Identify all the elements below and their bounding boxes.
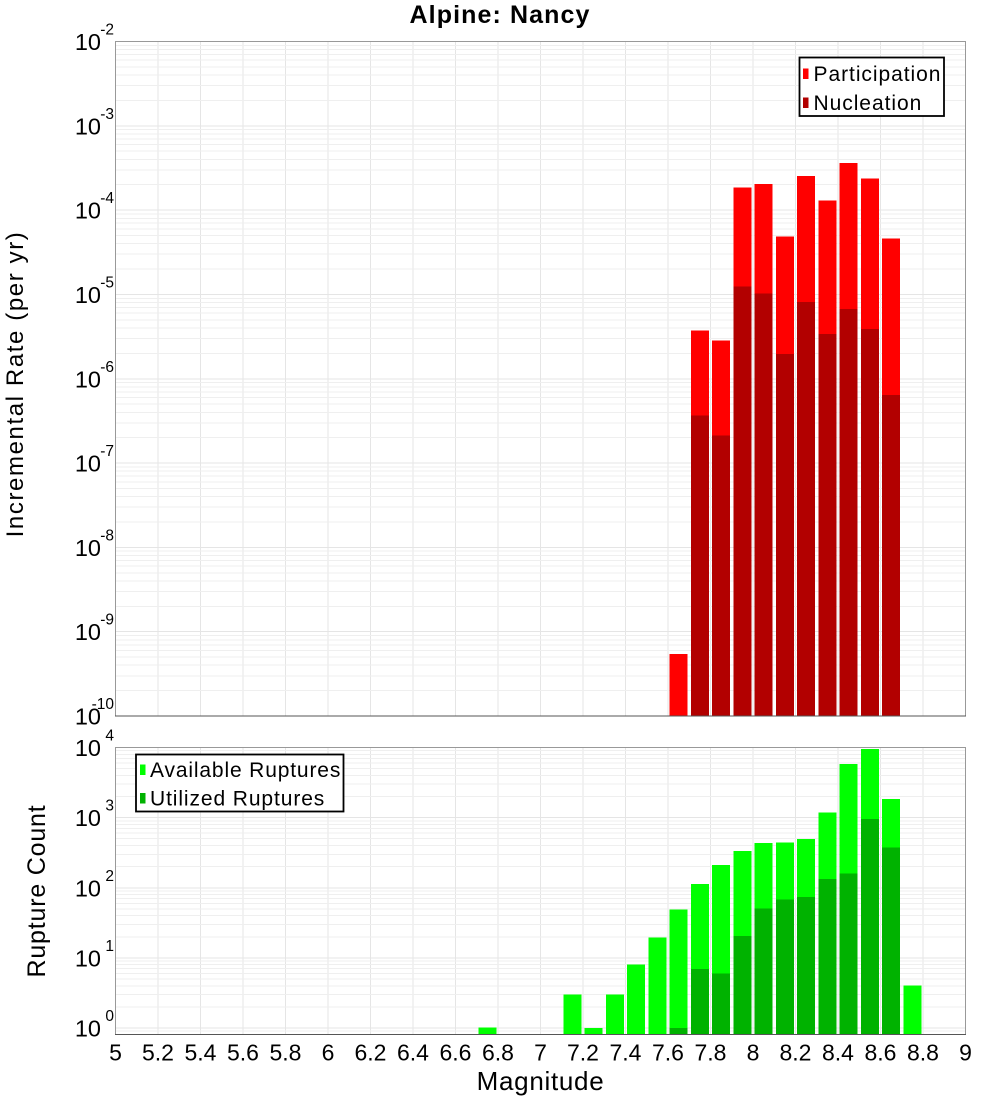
svg-text:Rupture Count: Rupture Count <box>23 805 51 978</box>
svg-text:7.2: 7.2 <box>567 1040 599 1066</box>
svg-text:-4: -4 <box>100 190 114 207</box>
svg-text:-7: -7 <box>100 443 114 460</box>
svg-text:10: 10 <box>75 875 101 901</box>
svg-text:10: 10 <box>75 735 101 761</box>
svg-text:Participation: Participation <box>814 63 942 86</box>
svg-text:10: 10 <box>75 535 101 561</box>
svg-text:-9: -9 <box>100 612 114 629</box>
svg-text:0: 0 <box>105 1008 114 1025</box>
svg-text:10: 10 <box>75 29 101 55</box>
svg-text:7.8: 7.8 <box>695 1040 727 1066</box>
svg-text:8.8: 8.8 <box>907 1040 939 1066</box>
svg-text:5.4: 5.4 <box>185 1040 217 1066</box>
svg-text:-8: -8 <box>100 527 114 544</box>
svg-text:7: 7 <box>534 1040 547 1066</box>
svg-text:3: 3 <box>105 798 114 815</box>
svg-text:5.2: 5.2 <box>142 1040 174 1066</box>
svg-text:10: 10 <box>75 704 101 730</box>
svg-text:5.8: 5.8 <box>270 1040 302 1066</box>
svg-text:6.6: 6.6 <box>440 1040 472 1066</box>
svg-text:7.6: 7.6 <box>652 1040 684 1066</box>
svg-text:Nucleation: Nucleation <box>814 92 923 115</box>
svg-text:10: 10 <box>75 945 101 971</box>
svg-text:6.2: 6.2 <box>355 1040 387 1066</box>
svg-text:8.6: 8.6 <box>865 1040 897 1066</box>
svg-text:Magnitude: Magnitude <box>477 1066 605 1096</box>
svg-text:-5: -5 <box>100 274 114 291</box>
svg-text:-6: -6 <box>100 359 114 376</box>
svg-text:5.6: 5.6 <box>227 1040 259 1066</box>
svg-text:8.4: 8.4 <box>822 1040 854 1066</box>
svg-text:10: 10 <box>75 282 101 308</box>
svg-text:10: 10 <box>75 451 101 477</box>
svg-text:5: 5 <box>109 1040 122 1066</box>
svg-text:7.4: 7.4 <box>610 1040 642 1066</box>
svg-text:-10: -10 <box>92 696 115 713</box>
svg-text:10: 10 <box>75 113 101 139</box>
svg-text:6.4: 6.4 <box>397 1040 429 1066</box>
svg-text:Available Ruptures: Available Ruptures <box>150 759 341 782</box>
svg-text:4: 4 <box>105 728 114 745</box>
svg-text:10: 10 <box>75 1016 101 1042</box>
svg-text:8.2: 8.2 <box>780 1040 812 1066</box>
svg-text:10: 10 <box>75 366 101 392</box>
svg-text:2: 2 <box>105 868 114 885</box>
svg-text:10: 10 <box>75 619 101 645</box>
svg-text:Utilized Ruptures: Utilized Ruptures <box>150 788 325 811</box>
svg-text:Alpine: Nancy: Alpine: Nancy <box>410 1 591 29</box>
svg-text:9: 9 <box>959 1040 972 1066</box>
svg-text:10: 10 <box>75 198 101 224</box>
svg-text:8: 8 <box>747 1040 760 1066</box>
svg-text:-3: -3 <box>100 106 114 123</box>
svg-text:6.8: 6.8 <box>482 1040 514 1066</box>
svg-text:-2: -2 <box>100 22 114 39</box>
svg-text:Incremental Rate (per yr): Incremental Rate (per yr) <box>2 231 29 538</box>
svg-text:10: 10 <box>75 805 101 831</box>
svg-text:1: 1 <box>105 938 114 955</box>
svg-text:6: 6 <box>322 1040 335 1066</box>
